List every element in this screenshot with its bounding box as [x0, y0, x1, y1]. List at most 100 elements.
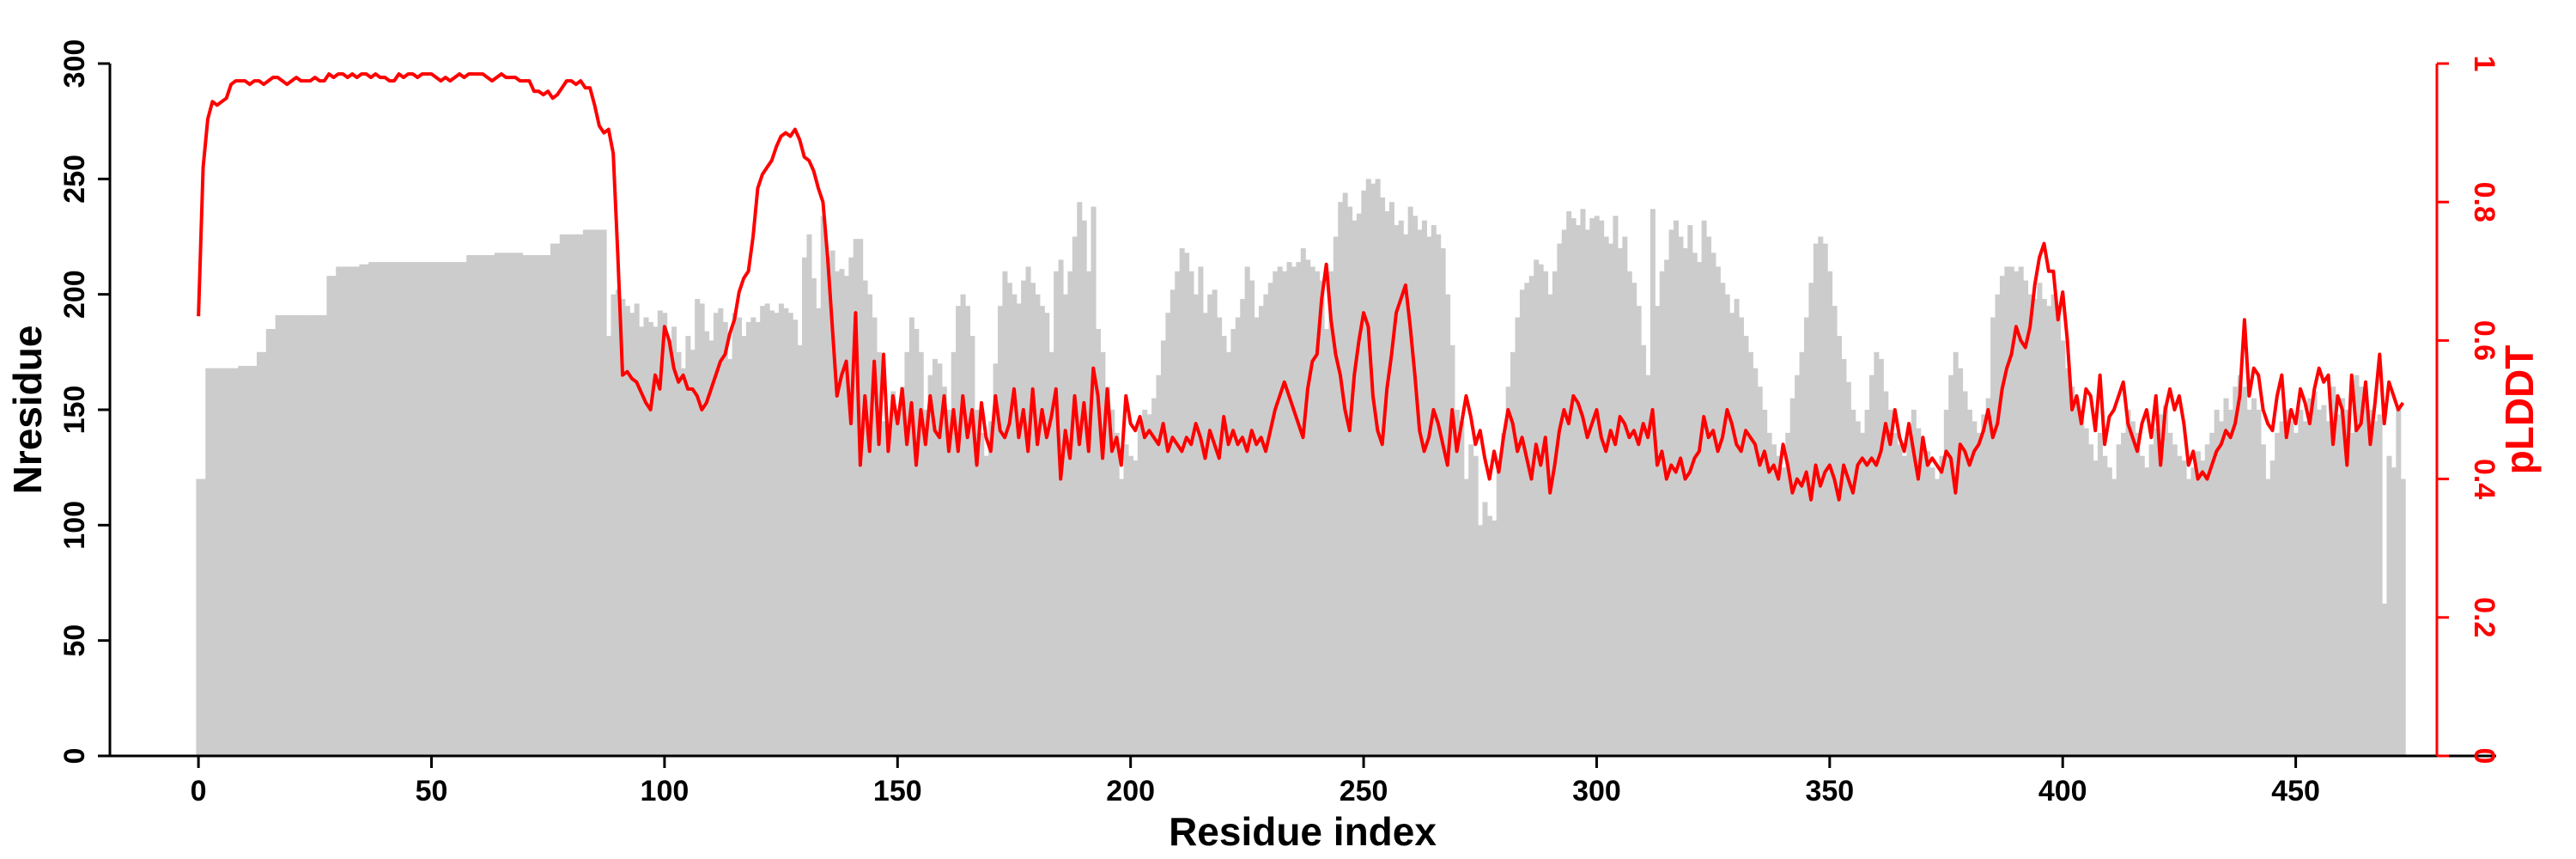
bar	[252, 365, 258, 756]
bar	[1062, 294, 1068, 756]
bar	[1012, 294, 1018, 756]
bar	[722, 321, 728, 756]
bar	[1473, 455, 1479, 756]
bar	[2223, 398, 2229, 756]
bar	[1356, 213, 1362, 756]
bar	[1995, 294, 2001, 756]
bar	[1743, 336, 1749, 756]
bar	[1603, 236, 1609, 756]
bar	[415, 262, 421, 756]
bar	[2251, 398, 2257, 756]
bar	[1426, 236, 1432, 756]
bar	[1291, 266, 1297, 756]
bar	[1641, 344, 1647, 756]
bar	[1701, 220, 1707, 756]
bar	[2144, 467, 2150, 756]
bar	[275, 314, 281, 757]
y-right-tick-label: 0.8	[2468, 182, 2500, 222]
bar	[1789, 398, 1795, 756]
bar	[200, 478, 206, 756]
bar	[1501, 432, 1507, 756]
bar	[699, 303, 705, 756]
bar	[382, 262, 388, 756]
bar	[1207, 294, 1213, 756]
bar	[872, 317, 878, 756]
bar	[1058, 259, 1064, 756]
bar	[1710, 253, 1716, 756]
bar	[363, 264, 369, 756]
bar	[2354, 375, 2360, 756]
bar	[401, 262, 407, 756]
bar	[1524, 283, 1530, 757]
bar	[1645, 375, 1651, 756]
bar	[1212, 289, 1218, 756]
bar	[461, 262, 467, 756]
bar	[1668, 229, 1674, 756]
bar	[233, 368, 239, 756]
bar	[2172, 444, 2178, 756]
bar	[1100, 351, 1106, 756]
bar	[853, 239, 859, 756]
bar	[1813, 243, 1819, 756]
y-left-tick-label: 300	[58, 40, 91, 88]
bar	[1613, 216, 1619, 756]
bar	[634, 303, 640, 756]
y-left-tick-label: 250	[58, 155, 91, 204]
bar	[1449, 344, 1455, 756]
x-tick-label: 400	[2038, 775, 2087, 807]
bar	[582, 229, 588, 756]
bar	[708, 340, 714, 756]
bar	[392, 262, 398, 756]
bar	[1249, 280, 1255, 756]
bar	[405, 262, 411, 756]
bar	[1123, 444, 1129, 756]
bar	[1948, 375, 1954, 756]
bar	[2158, 414, 2164, 756]
bar	[1808, 283, 1814, 757]
bar	[858, 239, 864, 756]
bar	[2219, 421, 2225, 756]
bar	[471, 254, 477, 756]
bar	[480, 254, 486, 756]
bar	[494, 253, 500, 756]
bar	[1799, 351, 1805, 756]
bar	[499, 253, 505, 756]
bar	[820, 216, 826, 756]
bar	[2321, 405, 2327, 756]
bar	[611, 294, 617, 756]
bar	[1440, 247, 1446, 756]
bar	[1352, 220, 1358, 756]
bar	[1962, 391, 1968, 756]
bar	[2135, 432, 2141, 756]
bar	[1277, 266, 1283, 756]
bar	[1505, 387, 1511, 756]
bar	[1608, 243, 1614, 756]
bar	[1054, 271, 1060, 756]
bar	[1175, 271, 1181, 756]
bar	[219, 368, 225, 756]
bar	[1850, 410, 1856, 756]
bar	[2377, 414, 2383, 756]
bar	[1030, 283, 1036, 757]
bar	[1091, 206, 1097, 756]
bar	[1953, 351, 1959, 756]
bar	[1631, 283, 1637, 757]
bar	[345, 266, 351, 756]
bar	[1860, 432, 1866, 756]
bar	[2083, 428, 2089, 756]
bar	[741, 336, 747, 756]
bar	[1836, 336, 1843, 756]
bar	[424, 262, 430, 756]
bar	[2093, 460, 2099, 756]
bar	[2041, 299, 2047, 756]
bar	[205, 368, 211, 756]
bar	[1338, 202, 1344, 756]
bar	[1515, 317, 1521, 756]
bar	[2344, 410, 2350, 756]
bar	[555, 243, 561, 756]
bar	[434, 262, 440, 756]
bar	[280, 314, 286, 757]
bar	[1966, 410, 1972, 756]
bar	[578, 234, 584, 756]
bar	[1463, 478, 1469, 756]
